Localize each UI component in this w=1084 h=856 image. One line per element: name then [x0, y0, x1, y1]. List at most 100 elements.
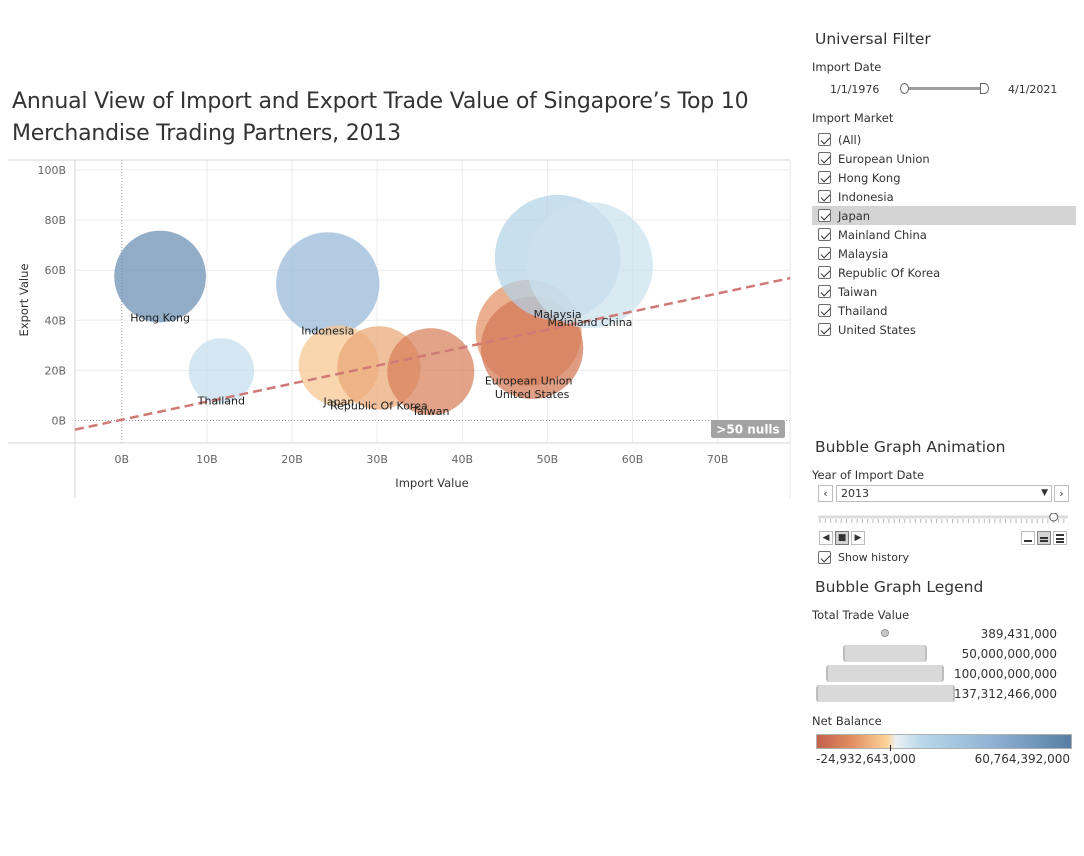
bubble-label-indonesia: Indonesia: [301, 324, 354, 337]
bubble-label-thailand: Thailand: [197, 394, 245, 407]
step-back-button[interactable]: ◀: [819, 531, 833, 545]
checkbox-checked-icon: [818, 551, 831, 564]
speed-medium-icon: [1040, 537, 1048, 542]
year-next-button[interactable]: ›: [1054, 485, 1069, 502]
checkbox-checked-icon: [818, 209, 831, 222]
market-checkbox-taiwan[interactable]: Taiwan: [812, 282, 1076, 301]
import-market-label: Import Market: [812, 111, 894, 125]
nulls-badge-bg: [711, 420, 785, 438]
year-prev-button[interactable]: ‹: [818, 485, 833, 502]
bubble-label-malaysia: Malaysia: [534, 308, 582, 321]
market-checkbox-hong-kong[interactable]: Hong Kong: [812, 168, 1076, 187]
bubble-united-states[interactable]: [480, 296, 584, 400]
market-checkbox-republic-of-korea[interactable]: Republic Of Korea: [812, 263, 1076, 282]
market-label: Hong Kong: [838, 170, 901, 185]
checkbox-checked-icon: [818, 323, 831, 336]
bubble-mainland-china[interactable]: [526, 202, 653, 329]
market-checkbox-european-union[interactable]: European Union: [812, 149, 1076, 168]
y-tick-label: 60B: [44, 264, 66, 277]
nulls-badge[interactable]: >50 nulls: [711, 420, 785, 438]
market-label: Thailand: [838, 303, 888, 318]
market-label: Mainland China: [838, 227, 927, 242]
market-checkbox-united-states[interactable]: United States: [812, 320, 1076, 339]
y-tick-label: 40B: [44, 314, 66, 327]
bubble-hong-kong[interactable]: [114, 230, 206, 323]
size-legend-mark-1: [881, 629, 889, 637]
bubble-label-layer: Hong Kong Thailand Indonesia JapanRepublic …: [130, 308, 632, 418]
legend-title: Bubble Graph Legend: [815, 578, 984, 596]
market-label: Taiwan: [838, 284, 878, 299]
net-balance-label: Net Balance: [812, 714, 882, 728]
size-legend-value-1: 389,431,000: [980, 627, 1057, 641]
market-label: Republic Of Korea: [838, 265, 941, 280]
market-checkbox-malaysia[interactable]: Malaysia: [812, 244, 1076, 263]
size-legend-value-3: 100,000,000,000: [953, 667, 1057, 681]
x-tick-label: 70B: [707, 453, 729, 466]
year-select[interactable]: 2013 ▼: [836, 485, 1052, 502]
dashboard-title: Annual View of Import and Export Trade V…: [12, 89, 749, 146]
net-balance-zero-tick: [890, 745, 892, 751]
market-label: Indonesia: [838, 189, 894, 204]
bubble-label-hong-kong: Hong Kong: [130, 312, 190, 325]
trend-line: [74, 276, 791, 431]
year-value: 2013: [841, 487, 869, 500]
trend-layer: [74, 276, 791, 431]
year-slider[interactable]: [818, 513, 1068, 525]
net-balance-max: 60,764,392,000: [974, 752, 1070, 766]
x-tick-label: 60B: [622, 453, 644, 466]
market-checkbox-japan[interactable]: Japan: [812, 206, 1076, 225]
x-axis-title: Import Value: [395, 476, 468, 490]
checkbox-checked-icon: [818, 285, 831, 298]
stop-button[interactable]: ■: [835, 531, 849, 545]
bubble-chart[interactable]: 0B 20B 40B 60B 80B 100B 0B 10B 20B 30B 40B 50B 60B 70…: [0, 150, 800, 502]
date-end-handle[interactable]: [980, 83, 989, 94]
market-checkbox-all[interactable]: (All): [812, 130, 1076, 149]
checkbox-checked-icon: [818, 171, 831, 184]
show-history-checkbox[interactable]: Show history: [812, 548, 1076, 567]
bubble-label-european-union: European Union: [485, 375, 573, 388]
checkbox-checked-icon: [818, 228, 831, 241]
y-tick-label: 80B: [44, 214, 66, 227]
y-tick-label: 20B: [44, 364, 66, 377]
market-checkbox-mainland-china[interactable]: Mainland China: [812, 225, 1076, 244]
bubble-label-japan: Japan: [323, 395, 355, 408]
market-checkbox-thailand[interactable]: Thailand: [812, 301, 1076, 320]
date-start: 1/1/1976: [830, 83, 880, 96]
date-start-handle[interactable]: [900, 83, 909, 94]
x-tick-label: 50B: [537, 453, 559, 466]
play-button[interactable]: ▶: [851, 531, 865, 545]
x-tick-label: 10B: [196, 453, 218, 466]
y-tick-label: 100B: [37, 164, 66, 177]
market-checkbox-indonesia[interactable]: Indonesia: [812, 187, 1076, 206]
speed-medium-button[interactable]: [1037, 531, 1051, 545]
y-axis-title: Export Value: [17, 264, 31, 337]
date-end: 4/1/2021: [1008, 83, 1058, 96]
nulls-badge-text: >50 nulls: [716, 423, 779, 437]
bubble-label-republic-of-korea: Republic Of Korea: [330, 399, 428, 412]
bubble-thailand[interactable]: [188, 338, 255, 404]
speed-slow-icon: [1024, 540, 1032, 542]
speed-fast-button[interactable]: [1053, 531, 1067, 545]
size-legend-value-2: 50,000,000,000: [961, 647, 1057, 661]
x-tick-label: 20B: [281, 453, 303, 466]
bubble-label-mainland-china: Mainland China: [548, 316, 633, 329]
market-label: (All): [838, 132, 862, 147]
animation-title: Bubble Graph Animation: [815, 438, 1006, 456]
checkbox-checked-icon: [818, 304, 831, 317]
x-tick-label: 0B: [115, 453, 130, 466]
size-legend-mark-4: [816, 685, 955, 702]
bubble-indonesia[interactable]: [276, 232, 380, 336]
checkbox-checked-icon: [818, 266, 831, 279]
speed-slow-button[interactable]: [1021, 531, 1035, 545]
universal-filter-title: Universal Filter: [815, 30, 931, 48]
checkbox-checked-icon: [818, 190, 831, 203]
x-tick-label: 40B: [452, 453, 474, 466]
date-range-track[interactable]: [904, 87, 988, 90]
checkbox-checked-icon: [818, 152, 831, 165]
size-legend-mark-3: [826, 665, 944, 682]
year-slider-handle[interactable]: [1049, 513, 1059, 522]
checkbox-checked-icon: [818, 247, 831, 260]
net-balance-gradient: [816, 734, 1072, 749]
import-date-label: Import Date: [812, 60, 882, 74]
bubble-label-taiwan: Taiwan: [411, 405, 449, 418]
